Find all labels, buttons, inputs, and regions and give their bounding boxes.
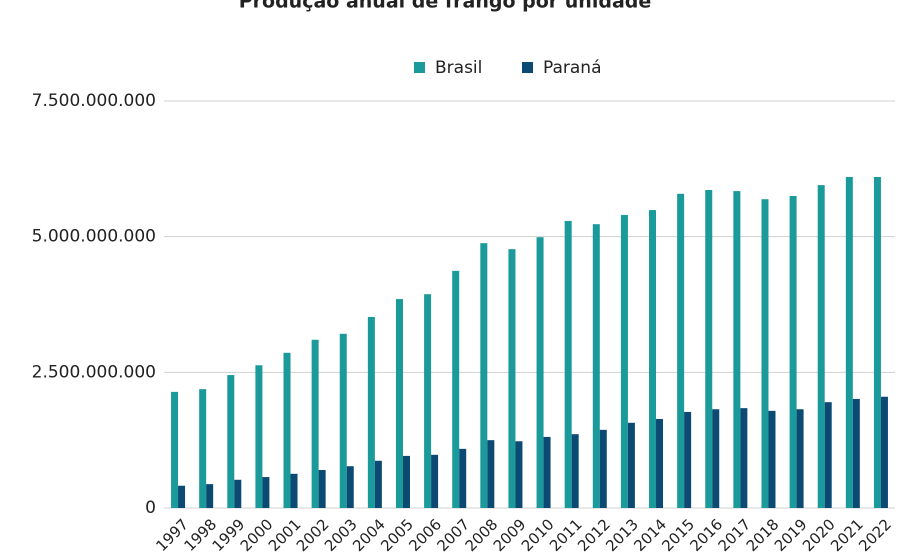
bar	[796, 409, 804, 508]
bar	[656, 419, 664, 508]
bar	[480, 243, 488, 509]
legend-label: Paraná	[543, 58, 602, 78]
bar	[705, 189, 713, 509]
bar	[283, 352, 291, 508]
bar	[733, 191, 741, 508]
bar	[290, 473, 298, 508]
bar	[740, 408, 748, 508]
bar	[339, 333, 347, 508]
bar	[431, 454, 439, 508]
bar	[684, 411, 692, 508]
bar	[487, 440, 495, 508]
bar	[543, 436, 551, 508]
bar	[852, 398, 860, 508]
bar	[199, 389, 207, 508]
bar	[402, 455, 410, 508]
bar	[880, 396, 888, 508]
bar	[206, 484, 214, 508]
bar	[459, 448, 467, 508]
bar	[424, 294, 432, 508]
y-tick-label: 5.000.000.000	[32, 227, 156, 247]
y-tick-label: 0	[145, 498, 156, 518]
chart-title: Produção anual de frango por unidade	[239, 0, 652, 13]
bar	[374, 460, 382, 508]
y-tick-label: 2.500.000.000	[32, 362, 156, 382]
bar	[234, 479, 242, 508]
bar	[599, 429, 607, 508]
bar	[508, 249, 516, 508]
bar	[817, 185, 825, 508]
bar	[761, 199, 769, 509]
bar	[873, 176, 881, 508]
bar	[346, 466, 354, 508]
bar	[571, 434, 579, 508]
bar	[627, 422, 635, 508]
bar	[649, 210, 657, 509]
bar	[262, 477, 270, 508]
bar	[620, 214, 628, 508]
bar	[789, 195, 797, 508]
bar	[515, 441, 523, 508]
bar	[592, 224, 600, 508]
bar	[564, 220, 572, 509]
bar	[171, 391, 179, 508]
bar	[367, 316, 375, 508]
bar	[452, 270, 460, 508]
bar	[395, 299, 403, 508]
legend-swatch	[414, 62, 425, 73]
bar	[677, 193, 685, 508]
y-tick-label: 7.500.000.000	[32, 91, 156, 111]
bar	[845, 176, 853, 508]
legend-swatch	[522, 62, 533, 73]
bar	[712, 409, 720, 508]
x-tick-label: 2022	[855, 515, 895, 555]
bar	[255, 365, 263, 508]
bar	[311, 339, 319, 508]
bar	[178, 485, 186, 508]
bar	[536, 237, 544, 508]
bar	[318, 470, 326, 508]
legend-label: Brasil	[435, 58, 482, 78]
bar	[768, 410, 776, 508]
bar	[824, 402, 832, 508]
bar	[227, 375, 235, 508]
